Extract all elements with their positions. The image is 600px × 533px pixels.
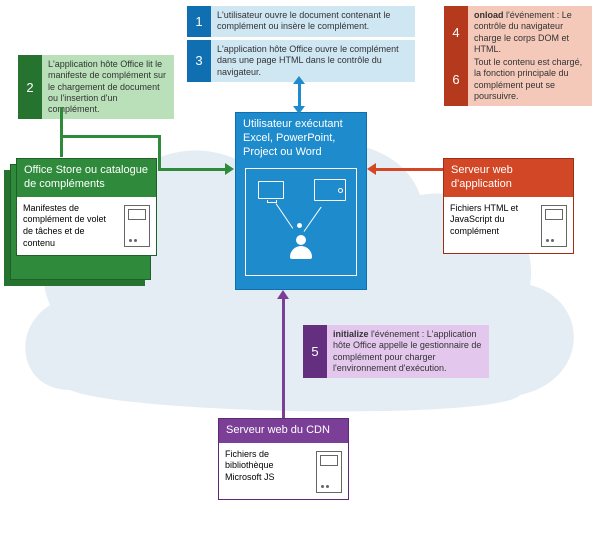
diagram-stage: 1 L'utilisateur ouvre le document conten… (0, 0, 600, 533)
monitor-icon (258, 181, 284, 199)
webapp-body: Fichiers HTML et JavaScript du complémen… (444, 197, 573, 253)
step-6: 6 Tout le contenu est chargé, la fonctio… (444, 53, 592, 106)
cdn-card: Serveur web du CDN Fichiers de bibliothè… (218, 418, 349, 500)
server-icon (316, 451, 342, 493)
conn-2 (304, 207, 322, 232)
step-1-text: L'utilisateur ouvre le document contenan… (211, 6, 415, 37)
step-4: 4 onload l'événement : Le contrôle du na… (444, 6, 592, 59)
center-title: Utilisateur exécutant Excel, PowerPoint,… (236, 113, 366, 164)
store-title: Office Store ou catalogue de compléments (17, 159, 156, 197)
conn-1 (276, 203, 294, 228)
server-icon (541, 205, 567, 247)
step-5: 5 initialize l'événement : L'application… (303, 325, 489, 378)
step-2: 2 L'application hôte Office lit le manif… (18, 55, 174, 119)
cdn-title: Serveur web du CDN (219, 419, 348, 443)
tablet-icon (314, 179, 346, 201)
step-1: 1 L'utilisateur ouvre le document conten… (187, 6, 415, 37)
center-icons (245, 168, 357, 276)
step-6-text: Tout le contenu est chargé, la fonction … (468, 53, 592, 106)
step-5-num: 5 (303, 325, 327, 378)
step-4-text: onload l'événement : Le contrôle du navi… (468, 6, 592, 59)
step-1-num: 1 (187, 6, 211, 37)
step-2-num: 2 (18, 55, 42, 119)
cdn-body-text: Fichiers de bibliothèque Microsoft JS (225, 449, 310, 493)
step-3-num: 3 (187, 40, 211, 82)
webapp-card: Serveur web d'application Fichiers HTML … (443, 158, 574, 254)
webapp-body-text: Fichiers HTML et JavaScript du complémen… (450, 203, 535, 247)
store-body: Manifestes de complément de volet de tâc… (17, 197, 156, 256)
webapp-title: Serveur web d'application (444, 159, 573, 197)
store-body-text: Manifestes de complément de volet de tâc… (23, 203, 118, 250)
step-5-text: initialize l'événement : L'application h… (327, 325, 489, 378)
cdn-body: Fichiers de bibliothèque Microsoft JS (219, 443, 348, 499)
center-user-box: Utilisateur exécutant Excel, PowerPoint,… (235, 112, 367, 290)
conn-dot (297, 223, 302, 228)
step-6-num: 6 (444, 53, 468, 106)
step-3-text: L'application hôte Office ouvre le compl… (211, 40, 415, 82)
store-card: Office Store ou catalogue de compléments… (16, 158, 157, 256)
server-icon (124, 205, 150, 247)
person-icon (290, 235, 312, 259)
step-4-num: 4 (444, 6, 468, 59)
